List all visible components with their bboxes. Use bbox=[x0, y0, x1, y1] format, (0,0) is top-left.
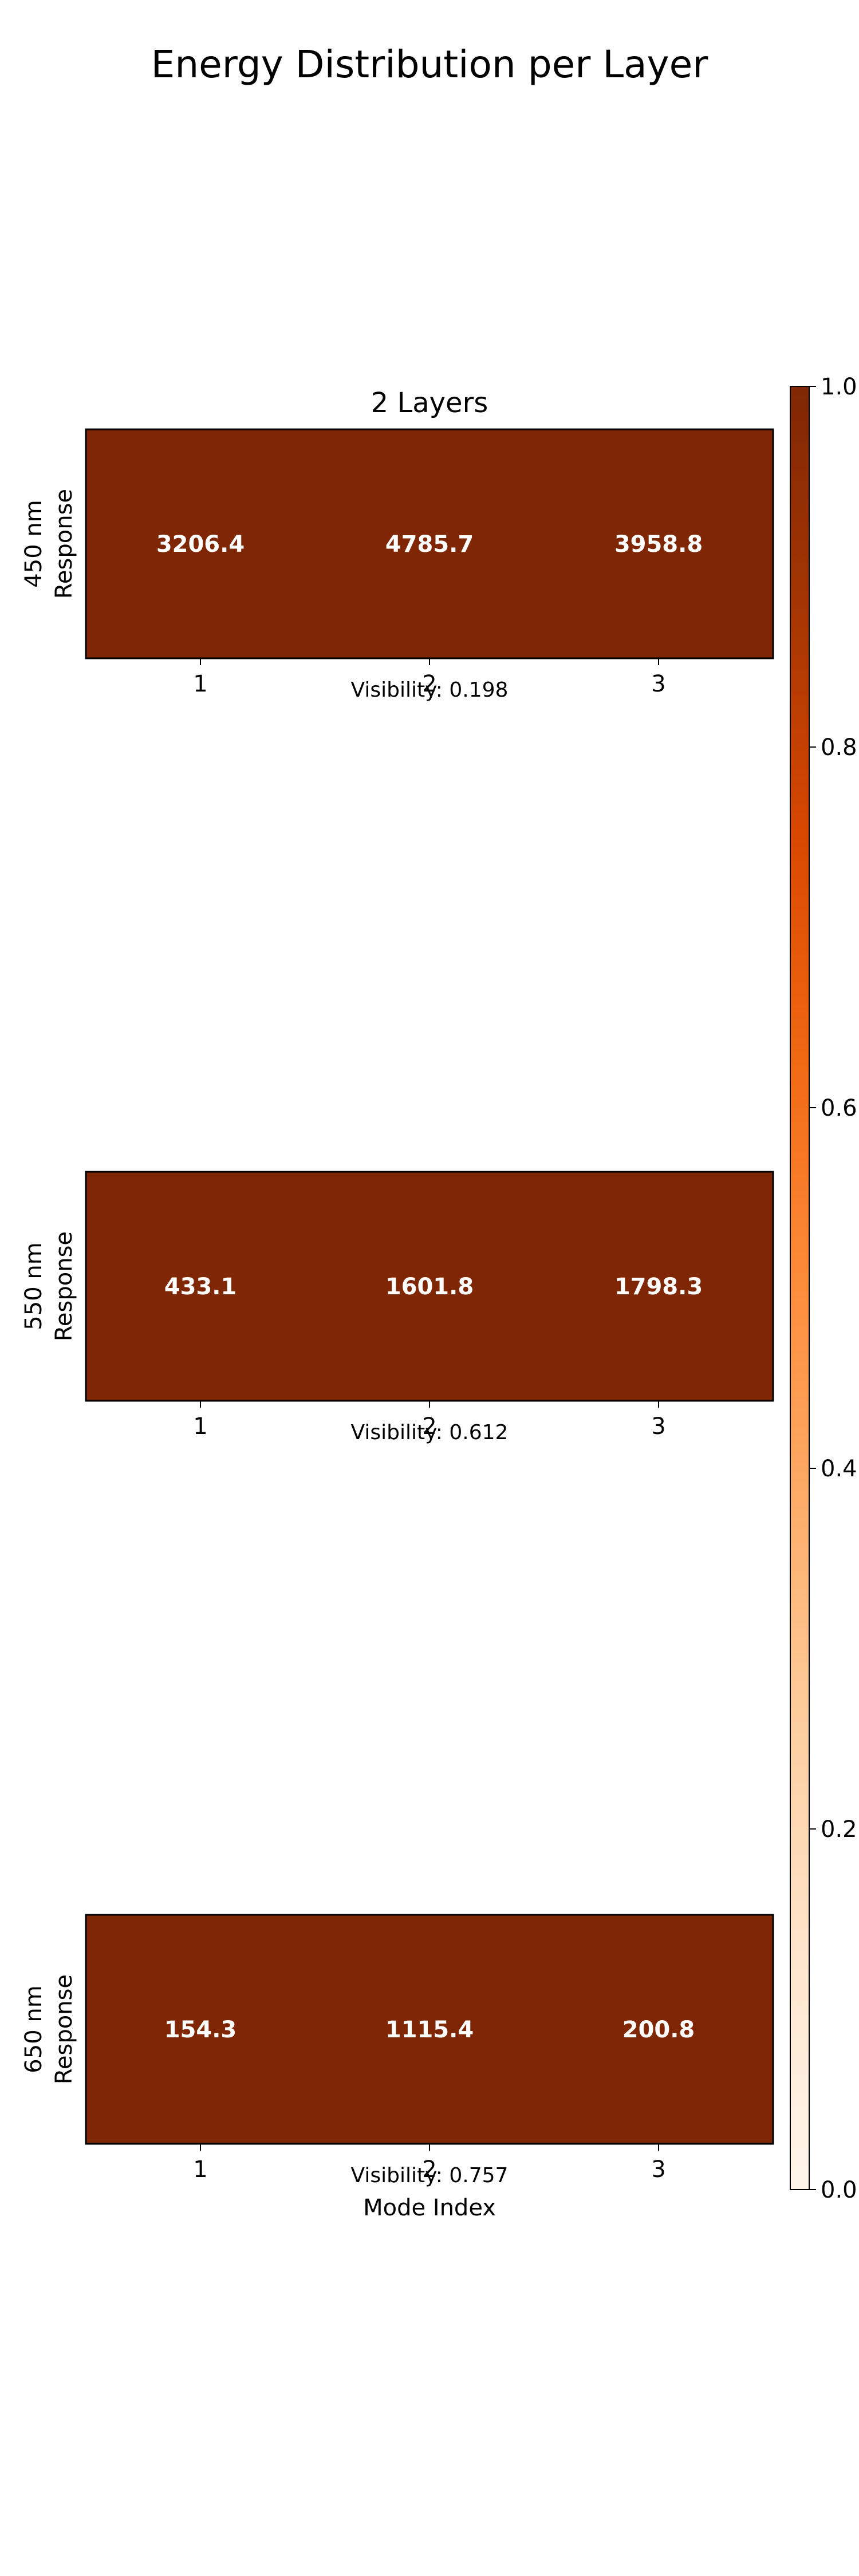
x-tick-label: 3 bbox=[651, 1413, 665, 1440]
cell-value-label: 1798.3 bbox=[614, 1274, 703, 1300]
x-tick-label: 1 bbox=[193, 2156, 207, 2183]
cell-value-label: 200.8 bbox=[622, 2017, 695, 2043]
y-axis-label: 450 nm bbox=[21, 500, 47, 587]
x-tick-label: 2 bbox=[422, 671, 436, 697]
heatmap-cell bbox=[544, 1172, 773, 1401]
colorbar: 0.0 0.2 0.4 0.6 0.8 1.0 bbox=[790, 374, 857, 2203]
cell-value-label: 3958.8 bbox=[614, 531, 703, 558]
heatmap-cell bbox=[315, 1915, 544, 2144]
visibility-label: Visibility: 0.757 bbox=[351, 2164, 509, 2187]
heatmap-panel: 3206.4 4785.7 3958.8 1 2 3 Visibility: 0.198 45… bbox=[21, 428, 774, 702]
chart-title: Energy Distribution per Layer bbox=[151, 42, 709, 86]
cell-value-label: 4785.7 bbox=[385, 531, 474, 558]
heatmap-cell bbox=[86, 429, 315, 658]
heatmap-cell bbox=[544, 1915, 773, 2144]
cell-value-label: 433.1 bbox=[164, 1274, 237, 1300]
cell-value-label: 154.3 bbox=[164, 2017, 237, 2043]
cell-value-label: 1115.4 bbox=[385, 2017, 474, 2043]
heatmap-cell bbox=[315, 429, 544, 658]
x-tick-label: 1 bbox=[193, 671, 207, 697]
colorbar-tick-label: 0.2 bbox=[821, 1816, 857, 1843]
heatmap-panel: 154.3 1115.4 200.8 1 2 3 Visibility: 0.757 650 … bbox=[21, 1914, 774, 2187]
colorbar-tick-label: 0.4 bbox=[821, 1456, 857, 1482]
panel-title: 2 Layers bbox=[371, 387, 488, 419]
cell-value-label: 1601.8 bbox=[385, 1274, 474, 1300]
visibility-label: Visibility: 0.198 bbox=[351, 678, 509, 702]
y-axis-label: 550 nm bbox=[21, 1242, 47, 1330]
x-tick-label: 3 bbox=[651, 2156, 665, 2183]
y-axis-label: Response bbox=[51, 489, 77, 599]
y-axis-label: 650 nm bbox=[21, 1985, 47, 2073]
y-axis-label: Response bbox=[51, 1974, 77, 2084]
heatmap-panels: 3206.4 4785.7 3958.8 1 2 3 Visibility: 0.198 45… bbox=[21, 428, 774, 2187]
colorbar-tick-label: 0.6 bbox=[821, 1095, 857, 1121]
x-tick-label: 3 bbox=[651, 671, 665, 697]
colorbar-ticks: 0.0 0.2 0.4 0.6 0.8 1.0 bbox=[809, 374, 857, 2203]
x-tick-label: 2 bbox=[422, 1413, 436, 1440]
colorbar-tick-label: 0.8 bbox=[821, 734, 857, 761]
heatmap-cell bbox=[86, 1172, 315, 1401]
visibility-label: Visibility: 0.612 bbox=[351, 1421, 509, 1444]
y-axis-label: Response bbox=[51, 1231, 77, 1341]
x-tick-label: 1 bbox=[193, 1413, 207, 1440]
x-tick-label: 2 bbox=[422, 2156, 436, 2183]
x-axis-label: Mode Index bbox=[363, 2195, 496, 2221]
heatmap-cell bbox=[315, 1172, 544, 1401]
colorbar-tick-label: 1.0 bbox=[821, 374, 857, 400]
heatmap-cell bbox=[544, 429, 773, 658]
colorbar-gradient bbox=[790, 386, 810, 2190]
heatmap-panel: 433.1 1601.8 1798.3 1 2 3 Visibility: 0.612 550… bbox=[21, 1171, 774, 1444]
heatmap-cell bbox=[86, 1915, 315, 2144]
colorbar-tick-label: 0.0 bbox=[821, 2177, 857, 2203]
cell-value-label: 3206.4 bbox=[156, 531, 245, 558]
